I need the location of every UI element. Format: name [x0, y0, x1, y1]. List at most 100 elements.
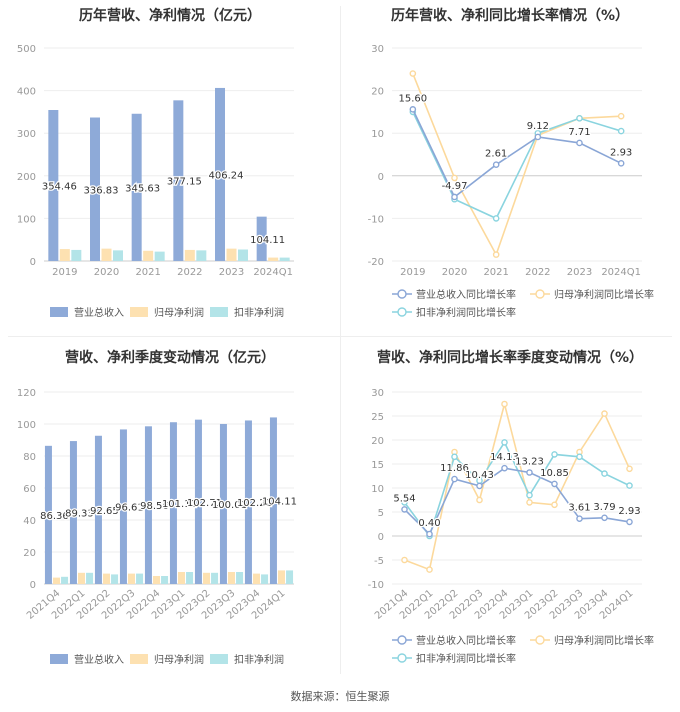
data-label: 98.56 [140, 501, 169, 512]
x-tick-label: 2020 [442, 267, 467, 278]
legend-swatch-marker [397, 635, 407, 645]
bar-parent-net-profit [143, 250, 154, 261]
y-tick-label: 20 [23, 548, 36, 559]
legend-label: 营业总收入同比增长率 [416, 288, 516, 301]
chart-title: 历年营收、净利情况（亿元） [79, 8, 261, 24]
data-point [626, 482, 633, 489]
data-point [551, 451, 558, 458]
y-tick-label: 10 [371, 484, 384, 495]
y-tick-label: 30 [371, 44, 384, 55]
y-tick-label: 30 [371, 388, 384, 399]
legend-swatch [210, 307, 228, 317]
quarterly-growth-chart: -10-50510152025302021Q42022Q12022Q22022Q… [368, 388, 654, 665]
bar-deducted-net-profit [186, 572, 194, 584]
y-tick-label: 100 [17, 214, 36, 225]
data-point [501, 400, 508, 408]
data-point [451, 453, 458, 461]
bar-revenue [219, 423, 227, 584]
bar-parent-net-profit [278, 570, 285, 584]
legend-swatch [50, 654, 68, 664]
bar-revenue [215, 87, 225, 261]
data-point [551, 480, 558, 488]
data-point [401, 556, 408, 564]
bar-revenue [48, 110, 59, 262]
data-point [426, 566, 433, 573]
y-tick-label: 60 [23, 484, 36, 495]
data-point [601, 514, 608, 522]
bar-deducted-net-profit [286, 570, 294, 584]
data-label: 102.71 [187, 498, 222, 509]
data-label: 89.33 [65, 509, 94, 520]
data-point [476, 496, 483, 504]
bar-parent-net-profit [59, 249, 70, 261]
bar-revenue [94, 435, 102, 584]
data-label: 354.46 [42, 182, 77, 193]
y-tick-label: 25 [371, 412, 384, 423]
legend-label: 归母净利润同比增长率 [554, 634, 654, 647]
data-label: 377.15 [167, 177, 202, 188]
chart-title: 营收、净利同比增长率季度变动情况（%） [376, 350, 644, 366]
series-line-revenue-growth [412, 109, 622, 199]
data-label: 10.43 [465, 470, 494, 481]
bar-parent-net-profit [153, 576, 160, 584]
data-label: 101.11 [162, 499, 197, 510]
y-tick-label: 300 [17, 129, 36, 140]
bar-revenue [119, 429, 127, 584]
annual-amounts-panel: 历年营收、净利情况（亿元） 0 100 200 300 400 500 2019 2020 20… [0, 0, 340, 336]
bar-deducted-net-profit [86, 572, 94, 584]
legend-label: 营业总收入同比增长率 [416, 634, 516, 647]
y-tick-label: 500 [17, 44, 36, 55]
y-tick-label: -10 [368, 214, 384, 225]
bar-deducted-net-profit [196, 250, 207, 261]
chart-title: 营收、净利季度变动情况（亿元） [65, 350, 275, 366]
legend-label: 扣非净利润同比增长率 [416, 652, 516, 665]
legend-label: 营业总收入 [74, 306, 124, 319]
legend-swatch-marker [397, 653, 407, 663]
data-source: 数据来源：恒生聚源 [290, 690, 390, 703]
y-tick-label: 5 [378, 508, 384, 519]
data-point [526, 469, 533, 476]
data-point [526, 491, 533, 499]
bar-parent-net-profit [184, 249, 195, 261]
x-tick-label: 2023 [219, 267, 244, 278]
y-tick-label: 80 [23, 452, 36, 463]
data-label: 3.61 [568, 503, 590, 514]
data-point [534, 133, 542, 141]
bar-deducted-net-profit [71, 249, 82, 261]
data-label: -4.97 [442, 181, 468, 192]
y-tick-label: -5 [374, 556, 384, 567]
series-line-deducted-np-growth [403, 440, 630, 538]
data-label: 13.23 [515, 456, 544, 467]
data-label: 104.11 [262, 497, 297, 508]
legend-swatch [130, 654, 148, 664]
legend-swatch [210, 654, 228, 664]
bar-revenue [244, 420, 252, 584]
series-line-deducted-np-growth [412, 111, 622, 220]
bar-parent-net-profit [253, 573, 260, 584]
y-tick-label: 0 [378, 172, 384, 183]
bar-parent-net-profit [53, 577, 60, 584]
y-tick-label: -10 [368, 580, 384, 591]
data-point [409, 70, 417, 77]
bar-parent-net-profit [128, 573, 135, 584]
data-label: 406.24 [209, 170, 244, 181]
y-tick-label: 200 [17, 172, 36, 183]
data-label: 9.12 [527, 121, 549, 132]
legend-swatch-marker [397, 289, 407, 299]
bar-deducted-net-profit [238, 249, 248, 261]
bar-parent-net-profit [203, 572, 210, 584]
bar-deducted-net-profit [279, 257, 290, 261]
legend-swatch [130, 307, 148, 317]
annual-growth-panel: 历年营收、净利同比增长率情况（%） -20 -10 0 10 20 30 2019 2020 2… [340, 0, 680, 336]
legend-label: 扣非净利润 [234, 306, 284, 319]
bar-revenue [144, 426, 152, 584]
data-point [576, 515, 583, 522]
annual-growth-chart: -20 -10 0 10 20 30 2019 2020 2021 2022 2023 2024Q1 1… [368, 44, 654, 319]
data-point [576, 453, 583, 461]
bar-revenue [90, 117, 100, 261]
data-label: 0.40 [418, 518, 440, 529]
series-line-revenue-growth [403, 467, 630, 536]
data-label: 100.01 [212, 500, 247, 511]
data-label: 11.86 [440, 463, 469, 474]
bar-deducted-net-profit [236, 572, 244, 584]
